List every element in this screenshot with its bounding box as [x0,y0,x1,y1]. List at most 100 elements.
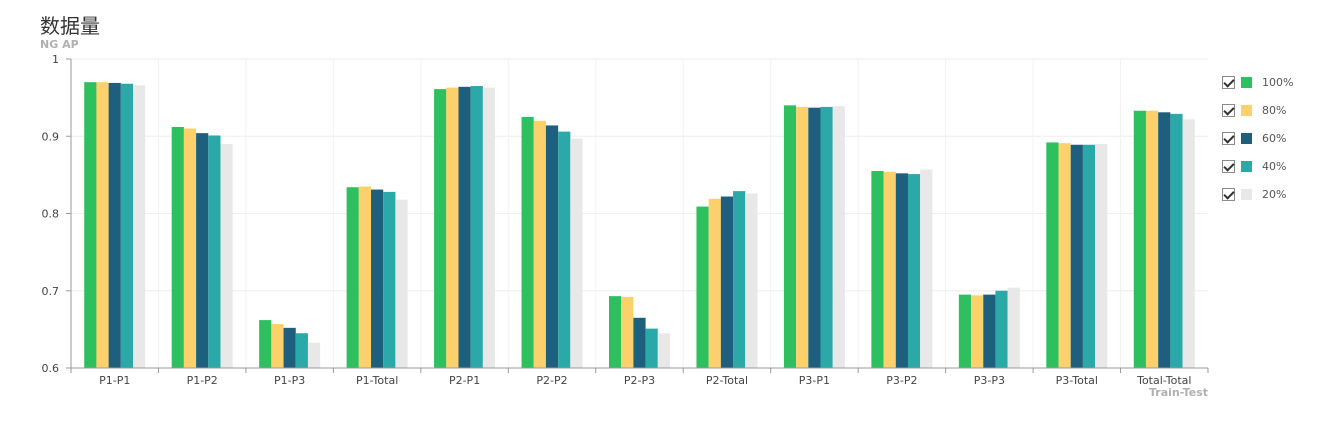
bar[interactable] [871,171,884,368]
bar[interactable] [545,125,559,369]
bar[interactable] [696,206,709,368]
legend-item[interactable]: 40% [1222,152,1293,180]
bar[interactable] [657,333,670,368]
bar[interactable] [1158,112,1171,368]
bar[interactable] [907,174,921,368]
bar[interactable] [470,86,483,368]
bar[interactable] [446,87,459,368]
bar[interactable] [220,143,233,368]
y-tick-label: 0.6 [42,362,60,375]
bar[interactable] [808,107,821,369]
x-tick-label: P3-P2 [886,374,917,387]
x-tick-label: P1-P1 [99,374,130,387]
legend-checkbox[interactable] [1222,131,1235,145]
legend-item[interactable]: 80% [1222,96,1293,124]
legend-checkbox[interactable] [1222,103,1235,117]
bar[interactable] [1058,143,1071,368]
bar[interactable] [482,87,496,368]
bar[interactable] [171,126,184,368]
bar[interactable] [371,189,384,368]
bar[interactable] [621,296,634,368]
x-tick-label: P3-P1 [799,374,830,387]
legend: 100% 80% 60% 40% 20% [1222,68,1293,208]
bar[interactable] [183,128,197,368]
bar[interactable] [1082,144,1096,368]
x-tick-label: P1-P2 [187,374,218,387]
chart-title: 数据量 [40,14,100,38]
bar[interactable] [708,198,721,368]
bar[interactable] [434,89,447,368]
bar[interactable] [558,131,571,368]
x-tick-label: P2-P1 [449,374,480,387]
legend-label: 60% [1262,131,1287,145]
legend-item[interactable]: 20% [1222,180,1293,208]
bar[interactable] [395,199,408,368]
bar[interactable] [358,186,372,368]
bar[interactable] [832,106,845,369]
bar[interactable] [720,196,734,368]
y-tick-label: 0.8 [42,208,60,221]
y-axis-label: NG AP [40,38,79,51]
bar[interactable] [958,294,972,368]
bar[interactable] [1182,119,1195,368]
bar[interactable] [383,191,396,368]
bar[interactable] [971,295,984,368]
legend-checkbox[interactable] [1222,159,1235,173]
bar[interactable] [521,116,534,368]
bar[interactable] [1095,143,1108,368]
bar[interactable] [609,296,622,368]
bar[interactable] [108,82,121,368]
bar[interactable] [295,333,308,368]
bar[interactable] [1070,144,1083,368]
bar[interactable] [920,169,933,368]
x-tick-label: P1-Total [356,374,398,387]
bar[interactable] [1170,113,1183,368]
legend-item[interactable]: 60% [1222,124,1293,152]
legend-checkbox[interactable] [1222,187,1235,201]
y-tick-label: 0.7 [42,285,60,298]
y-tick-label: 0.9 [42,130,60,143]
x-axis-label: Train-Test [1148,386,1208,399]
legend-swatch [1241,160,1252,172]
bar[interactable] [1007,287,1020,368]
bar[interactable] [570,138,583,368]
bar[interactable] [96,82,109,369]
bar[interactable] [645,328,658,368]
y-tick-label: 1 [52,53,59,66]
x-tick-label: Total-Total [1136,374,1191,387]
legend-item[interactable]: 100% [1222,68,1293,96]
x-tick-label: P2-P2 [536,374,567,387]
x-tick-label: P3-P3 [974,374,1005,387]
bar[interactable] [995,290,1008,368]
bar[interactable] [259,320,272,368]
bar[interactable] [883,171,896,368]
bar[interactable] [1145,110,1159,368]
bar[interactable] [307,342,321,368]
bar[interactable] [458,86,471,368]
bar[interactable] [133,85,146,369]
bar[interactable] [895,173,908,368]
bar[interactable] [283,327,296,368]
bar[interactable] [84,82,97,369]
bar[interactable] [820,106,833,369]
bar[interactable] [1133,110,1146,368]
bar[interactable] [533,120,546,368]
bar[interactable] [733,191,746,368]
x-tick-label: P3-Total [1056,374,1098,387]
bar[interactable] [196,133,209,368]
bar[interactable] [271,323,284,368]
legend-label: 20% [1262,187,1287,201]
bar[interactable] [633,317,646,368]
bar[interactable] [120,83,134,368]
bar[interactable] [796,106,809,369]
bar[interactable] [1046,142,1059,368]
legend-label: 80% [1262,103,1287,117]
legend-checkbox[interactable] [1222,75,1235,89]
bar[interactable] [983,294,996,368]
bar[interactable] [208,135,221,368]
bar[interactable] [346,187,359,368]
bar[interactable] [745,193,758,368]
legend-swatch [1241,188,1252,200]
bar[interactable] [783,105,797,368]
